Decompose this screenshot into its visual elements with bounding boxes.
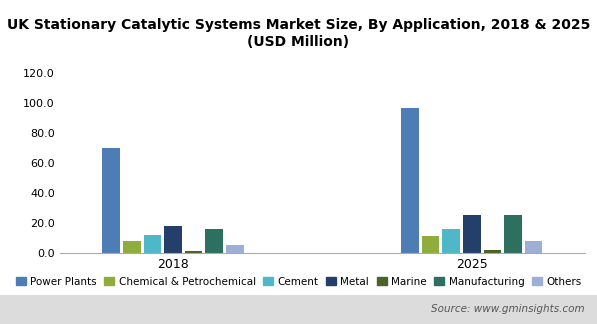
Bar	[103, 148, 120, 253]
Bar	[504, 215, 522, 253]
Bar	[484, 250, 501, 253]
Bar	[185, 251, 202, 253]
Text: UK Stationary Catalytic Systems Market Size, By Application, 2018 & 2025
(USD Mi: UK Stationary Catalytic Systems Market S…	[7, 18, 590, 49]
Bar	[205, 229, 223, 253]
Bar	[123, 241, 140, 253]
Bar	[401, 108, 418, 253]
Legend: Power Plants, Chemical & Petrochemical, Cement, Metal, Marine, Manufacturing, Ot: Power Plants, Chemical & Petrochemical, …	[11, 272, 586, 291]
Bar	[164, 226, 181, 253]
Bar	[525, 241, 542, 253]
Text: Source: www.gminsights.com: Source: www.gminsights.com	[432, 305, 585, 314]
Bar	[226, 245, 244, 253]
Bar	[144, 235, 161, 253]
Bar	[463, 215, 481, 253]
Bar	[442, 229, 460, 253]
Bar	[422, 236, 439, 253]
